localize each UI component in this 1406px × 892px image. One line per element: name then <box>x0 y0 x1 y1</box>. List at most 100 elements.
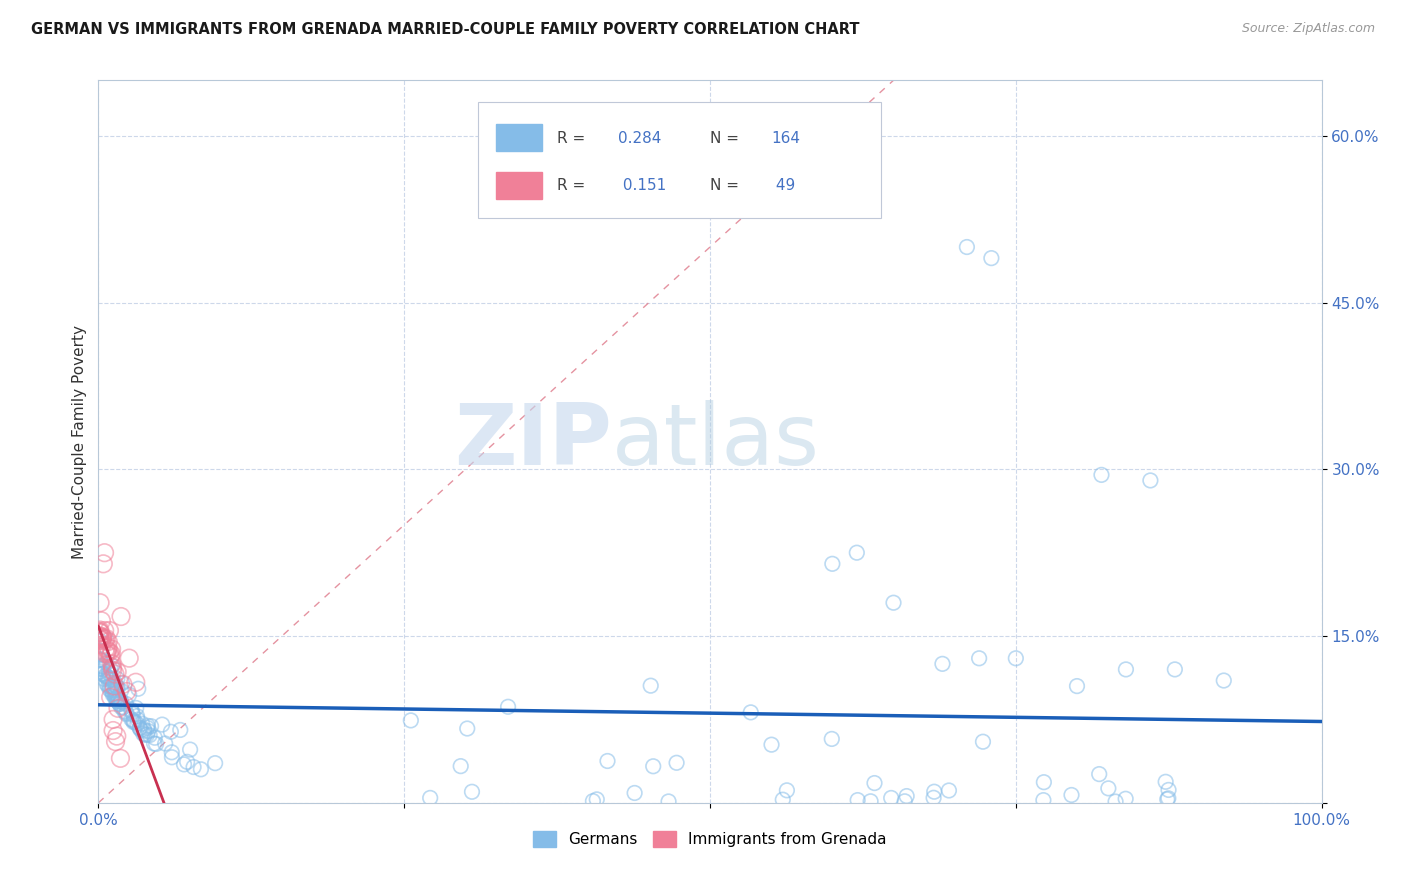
Point <box>101 682 124 697</box>
Point <box>104 667 127 681</box>
Point <box>89 653 111 667</box>
Text: GERMAN VS IMMIGRANTS FROM GRENADA MARRIED-COUPLE FAMILY POVERTY CORRELATION CHAR: GERMAN VS IMMIGRANTS FROM GRENADA MARRIE… <box>31 22 859 37</box>
Point <box>883 596 905 610</box>
Point <box>115 707 138 722</box>
Point <box>103 679 125 693</box>
Point <box>93 546 115 560</box>
Point <box>96 677 118 691</box>
Point <box>138 728 160 742</box>
Point <box>1139 474 1161 488</box>
Point <box>104 682 127 697</box>
Point <box>127 681 149 696</box>
Point <box>89 630 111 644</box>
Point <box>173 757 195 772</box>
Point <box>118 651 141 665</box>
Point <box>108 697 131 711</box>
Point <box>1212 673 1234 688</box>
Point <box>96 646 118 660</box>
Point <box>938 783 960 797</box>
Point <box>104 734 127 748</box>
Point <box>101 660 124 674</box>
Point <box>98 624 121 638</box>
Point <box>107 693 129 707</box>
Legend: Germans, Immigrants from Grenada: Germans, Immigrants from Grenada <box>527 825 893 853</box>
Point <box>1004 651 1026 665</box>
Text: 164: 164 <box>772 130 800 145</box>
Point <box>169 723 191 737</box>
Point <box>1097 781 1119 796</box>
Text: Source: ZipAtlas.com: Source: ZipAtlas.com <box>1241 22 1375 36</box>
Text: 49: 49 <box>772 178 796 194</box>
Point <box>1157 791 1180 805</box>
Point <box>160 724 183 739</box>
Point <box>131 716 153 731</box>
Point <box>98 671 121 685</box>
Point <box>134 728 156 742</box>
Point <box>863 776 886 790</box>
Point <box>89 632 111 646</box>
Point <box>776 783 799 797</box>
Point <box>91 557 114 571</box>
Point <box>105 665 128 679</box>
Point <box>89 662 111 676</box>
Point <box>122 715 145 730</box>
Point <box>127 713 149 727</box>
Point <box>111 700 134 714</box>
Point <box>125 709 148 723</box>
Point <box>1090 467 1112 482</box>
Point <box>115 706 138 720</box>
Point <box>125 701 148 715</box>
Point <box>128 722 150 736</box>
FancyBboxPatch shape <box>496 124 543 151</box>
Point <box>859 794 882 808</box>
Point <box>98 679 121 693</box>
Point <box>89 652 111 666</box>
Point <box>980 251 1002 265</box>
Point <box>110 695 132 709</box>
Text: N =: N = <box>710 130 744 145</box>
Point <box>104 676 127 690</box>
Point <box>96 656 118 670</box>
Point <box>136 728 159 742</box>
Point <box>111 676 134 690</box>
Point <box>845 546 868 560</box>
Point <box>846 793 869 807</box>
Point <box>1088 767 1111 781</box>
Point <box>1060 788 1083 802</box>
Point <box>105 694 128 708</box>
Point <box>93 624 115 638</box>
Point <box>107 690 129 704</box>
Text: N =: N = <box>710 178 744 194</box>
Point <box>129 723 152 737</box>
Point <box>128 721 150 735</box>
Point <box>658 794 681 808</box>
Point <box>90 659 112 673</box>
Point <box>896 789 918 803</box>
Point <box>105 686 128 700</box>
Point <box>1154 774 1177 789</box>
Point <box>127 717 149 731</box>
Point <box>496 699 519 714</box>
Point <box>125 675 148 690</box>
Point <box>105 691 128 706</box>
Point <box>1032 793 1054 807</box>
Point <box>90 665 112 679</box>
Point <box>107 693 129 707</box>
Point <box>1157 783 1180 797</box>
Point <box>922 785 945 799</box>
Point <box>97 664 120 678</box>
Point <box>821 557 844 571</box>
Point <box>96 644 118 658</box>
Point <box>89 629 111 643</box>
Point <box>101 723 124 738</box>
Point <box>399 714 422 728</box>
Point <box>821 731 844 746</box>
Point <box>94 641 117 656</box>
Point <box>94 668 117 682</box>
Point <box>112 704 135 718</box>
Point <box>121 707 143 722</box>
Point <box>740 706 762 720</box>
Point <box>89 596 111 610</box>
Point <box>450 759 472 773</box>
Point <box>89 647 111 661</box>
